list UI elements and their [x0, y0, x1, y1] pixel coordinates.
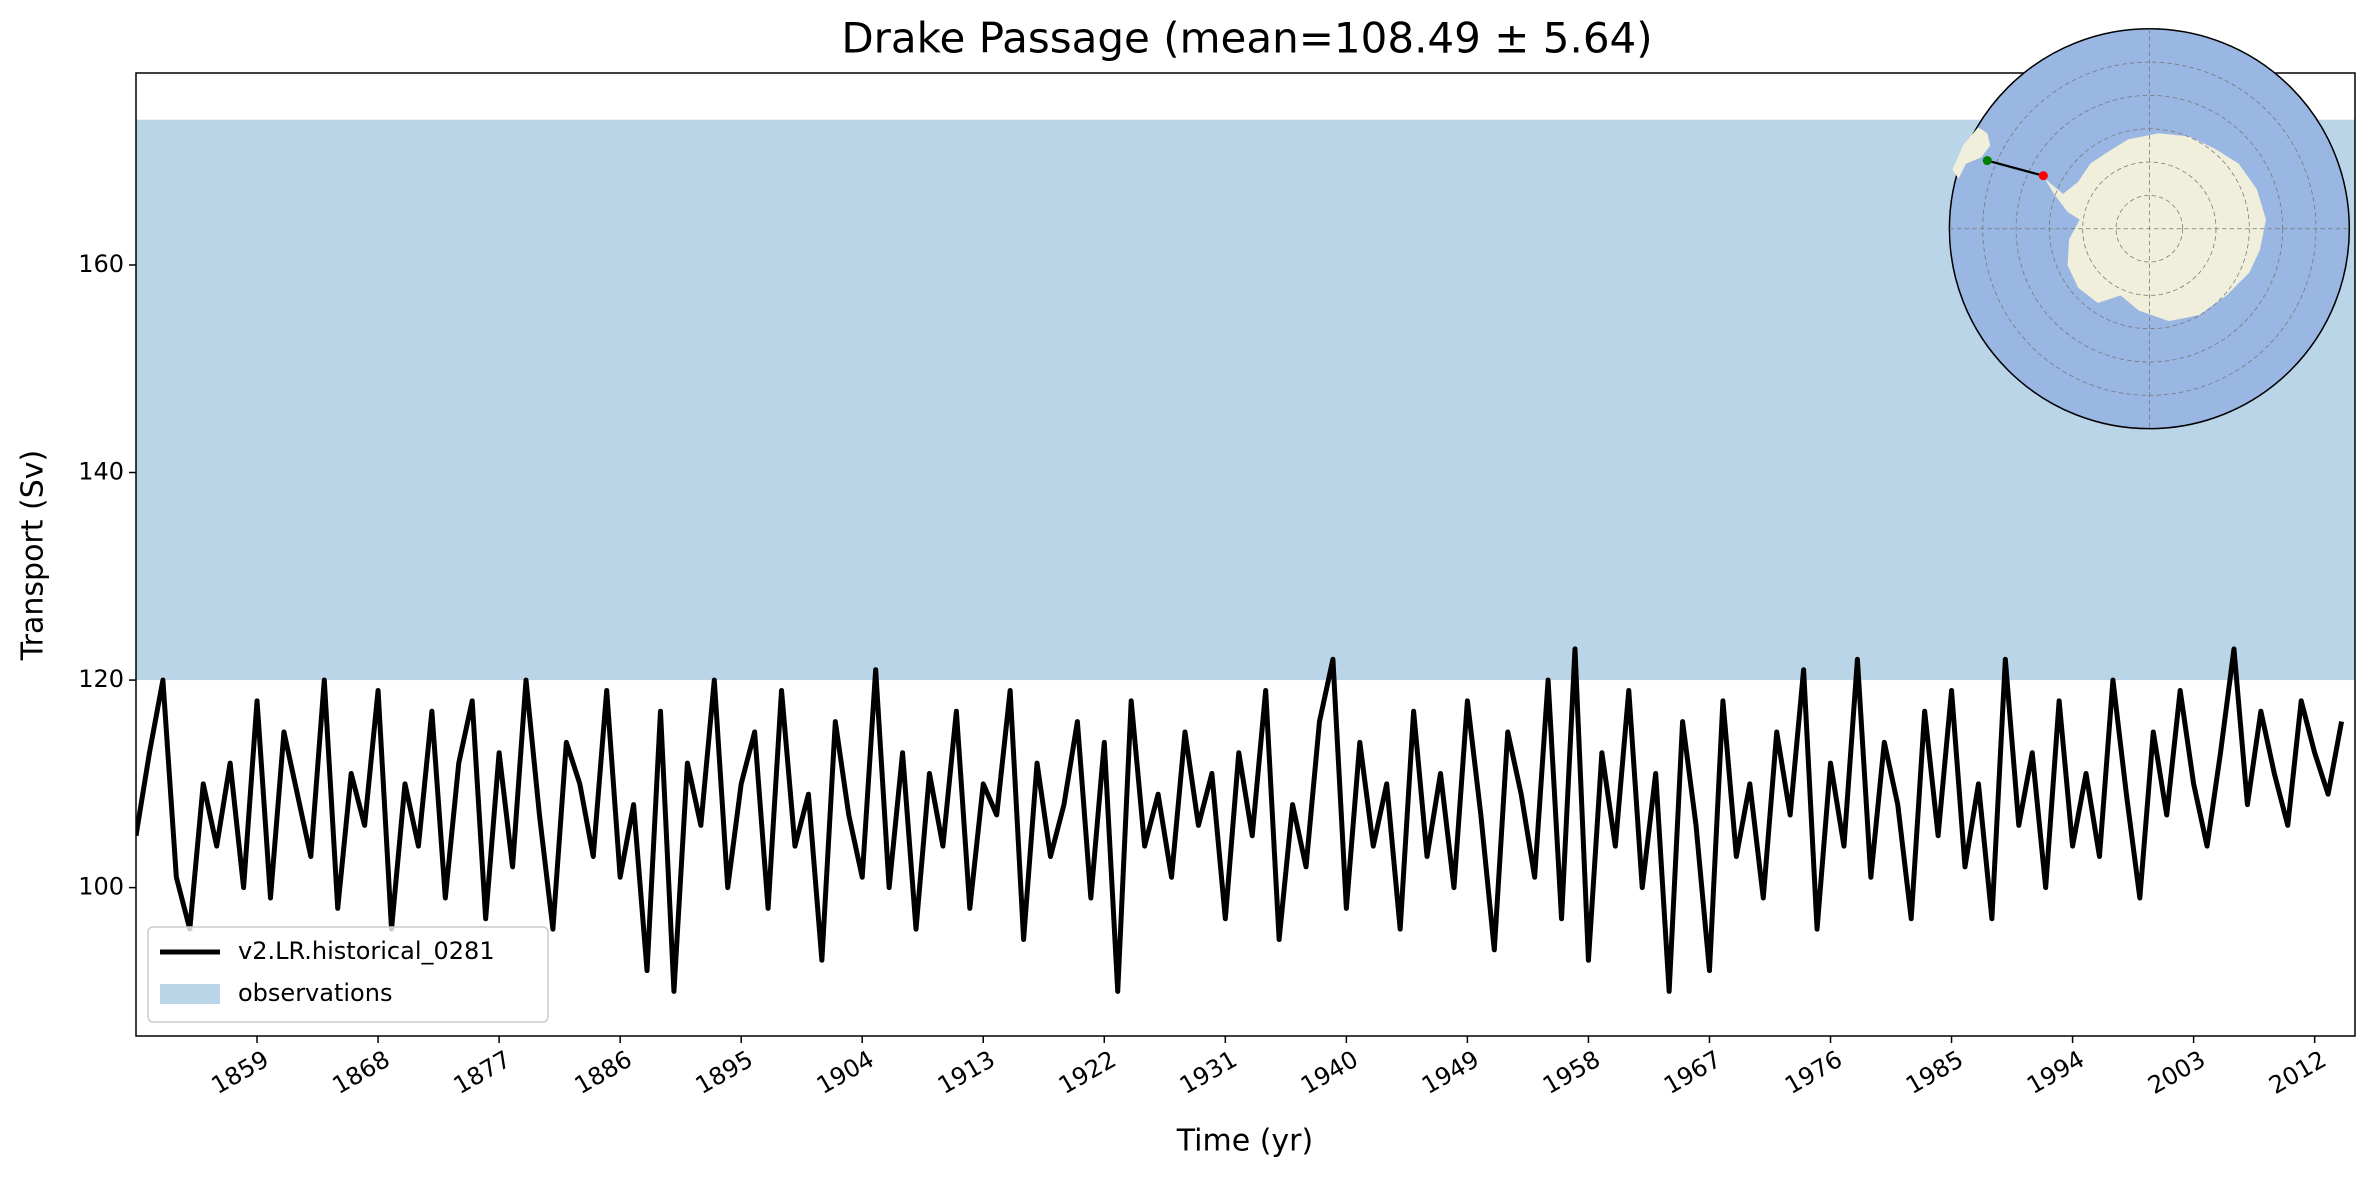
x-tick-label: 1994: [2022, 1045, 2089, 1100]
x-tick-label: 1967: [1659, 1045, 1726, 1100]
y-tick-label: 120: [78, 665, 124, 693]
y-axis-label: Transport (Sv): [16, 450, 51, 662]
x-tick-label: 1922: [1054, 1045, 1121, 1100]
map-graticule: [1949, 28, 2350, 429]
x-tick-label: 2003: [2143, 1045, 2210, 1100]
x-tick-label: 1895: [691, 1045, 758, 1100]
y-tick-label: 100: [78, 873, 124, 901]
legend-label: v2.LR.historical_0281: [238, 937, 495, 965]
x-tick-label: 1931: [1175, 1045, 1242, 1100]
axes-frame: [135, 72, 2356, 1037]
x-tick-label: 1976: [1780, 1045, 1847, 1100]
legend-box: [147, 926, 549, 1023]
section-start: [1982, 156, 1992, 166]
x-tick-label: 1904: [812, 1045, 879, 1100]
section-end: [2038, 171, 2048, 181]
x-tick-label: 1886: [570, 1045, 637, 1100]
x-tick-label: 1958: [1538, 1045, 1605, 1100]
legend-swatch: [160, 984, 220, 1004]
x-tick-label: 1985: [1901, 1045, 1968, 1100]
series-group: [136, 646, 2345, 994]
series-line: [136, 646, 2345, 994]
x-tick-label: 1877: [449, 1045, 516, 1100]
legend-label: observations: [238, 979, 392, 1007]
y-tick-label: 140: [78, 458, 124, 486]
x-tick-label: 1868: [328, 1045, 395, 1100]
x-tick-label: 1913: [933, 1045, 1000, 1100]
section-line: [1986, 159, 2044, 177]
inset-map: [1948, 28, 2351, 430]
x-tick-label: 1940: [1296, 1045, 1363, 1100]
x-tick-label: 1859: [207, 1045, 274, 1100]
x-tick-label: 2012: [2264, 1045, 2331, 1100]
chart-title: Drake Passage (mean=108.49 ± 5.64): [841, 14, 1652, 63]
south-america: [1952, 127, 1991, 179]
y-tick-label: 160: [78, 250, 124, 278]
x-axis-label: Time (yr): [1176, 1124, 1313, 1159]
x-tick-label: 1949: [1417, 1045, 1484, 1100]
